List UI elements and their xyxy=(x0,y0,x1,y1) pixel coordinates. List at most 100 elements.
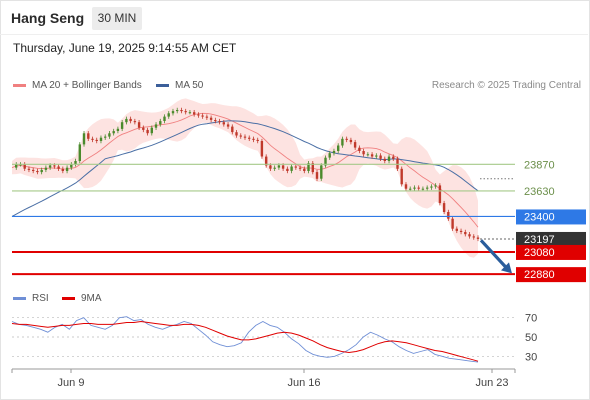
legend-bollinger-label: MA 20 + Bollinger Bands xyxy=(32,80,142,91)
candle-bearish xyxy=(129,118,132,122)
legend-ma50-label: MA 50 xyxy=(175,80,204,91)
candle-bearish xyxy=(214,120,217,122)
candle-bearish xyxy=(252,138,255,140)
candle-bearish xyxy=(256,139,259,141)
candle-bullish xyxy=(171,111,175,114)
pivot-tag xyxy=(516,209,586,225)
resistance-label: 23630 xyxy=(524,186,555,198)
candle-bearish xyxy=(417,187,420,189)
candle-bullish xyxy=(426,187,429,189)
candle-bullish xyxy=(188,112,192,114)
legend-rsi: RSI xyxy=(13,293,49,304)
candle-bullish xyxy=(366,154,370,156)
candle-bearish xyxy=(218,121,221,123)
candle-bullish xyxy=(70,164,73,168)
candle-bearish xyxy=(476,237,480,239)
interval-button[interactable]: 30 MIN xyxy=(92,7,142,30)
candle-bullish xyxy=(154,124,158,128)
candle-bearish xyxy=(209,117,213,120)
candle-bearish xyxy=(201,115,204,117)
candle-bearish xyxy=(32,169,35,171)
rsi-line xyxy=(11,316,479,363)
candle-bearish xyxy=(269,165,272,169)
timestamp-label: Thursday, June 19, 2025 9:14:55 AM CET xyxy=(13,41,237,55)
candle-bearish xyxy=(248,137,251,139)
time-axis-label: Jun 23 xyxy=(475,377,508,389)
pivot-label: 23400 xyxy=(524,211,555,223)
candle-bearish xyxy=(311,163,314,173)
legend-rsi-label: RSI xyxy=(32,293,49,304)
support-label: 23080 xyxy=(524,247,555,259)
legend-rsi-ma-label: 9MA xyxy=(81,293,102,304)
candle-bullish xyxy=(48,165,52,168)
candle-bearish xyxy=(95,139,98,141)
candle-bullish xyxy=(430,186,433,188)
forecast-arrow-head xyxy=(501,262,512,274)
candle-bullish xyxy=(120,122,124,129)
candle-bullish xyxy=(176,110,179,112)
candle-bearish xyxy=(142,127,145,130)
candle-bullish xyxy=(15,164,18,168)
forecast-arrow xyxy=(479,239,508,269)
candle-bearish xyxy=(180,110,183,112)
candle-bearish xyxy=(27,168,31,170)
bollinger-band-area xyxy=(12,98,478,258)
candle-bullish xyxy=(277,165,281,168)
support-tag xyxy=(516,244,586,260)
candle-bearish xyxy=(451,218,454,229)
candle-bullish xyxy=(44,167,48,170)
rsi-tick-label: 30 xyxy=(525,351,537,363)
candle-bearish xyxy=(239,135,242,137)
time-axis-label: Jun 9 xyxy=(58,377,85,389)
candle-bullish xyxy=(328,153,331,158)
rsi-tick-label: 50 xyxy=(525,332,537,344)
candle-bearish xyxy=(281,165,285,169)
candle-bullish xyxy=(78,144,81,161)
candle-bullish xyxy=(421,188,425,190)
candle-bullish xyxy=(65,167,69,171)
candle-bullish xyxy=(409,188,412,190)
support-label: 22880 xyxy=(524,269,555,281)
candle-bearish xyxy=(222,122,225,125)
candle-bullish xyxy=(375,155,378,157)
candle-bullish xyxy=(108,133,111,137)
candle-bullish xyxy=(273,167,276,169)
candle-bearish xyxy=(286,168,289,171)
candle-bearish xyxy=(61,168,64,171)
instrument-title: Hang Seng xyxy=(11,10,85,26)
candle-bearish xyxy=(294,166,297,168)
candle-bearish xyxy=(362,151,365,155)
legend-ma50-swatch xyxy=(156,83,169,87)
candle-bullish xyxy=(332,151,336,154)
rsi-ma-line xyxy=(11,320,479,362)
candle-bullish xyxy=(104,136,107,138)
candle-bearish xyxy=(265,156,268,166)
candle-bullish xyxy=(341,138,344,146)
candle-bearish xyxy=(464,232,467,235)
candle-bullish xyxy=(82,133,86,145)
candle-bearish xyxy=(197,114,200,116)
candle-bearish xyxy=(370,154,374,157)
candle-bearish xyxy=(137,122,141,128)
candle-bullish xyxy=(112,131,115,134)
candle-bearish xyxy=(235,132,238,136)
candle-bearish xyxy=(23,164,26,169)
candle-bearish xyxy=(345,138,348,140)
candle-bearish xyxy=(472,236,475,238)
candle-bearish xyxy=(205,116,209,118)
candle-bearish xyxy=(400,168,403,185)
candle-bearish xyxy=(298,167,302,169)
candle-bearish xyxy=(184,111,187,113)
ma50-line xyxy=(11,120,479,217)
candle-bearish xyxy=(36,171,39,173)
candle-bearish xyxy=(383,158,386,161)
legend-bollinger: MA 20 + Bollinger Bands xyxy=(13,80,142,91)
candle-bearish xyxy=(87,133,90,139)
candle-bearish xyxy=(349,139,353,143)
legend-rsi-swatch xyxy=(13,296,26,300)
candle-bearish xyxy=(53,165,56,167)
candle-bullish xyxy=(413,187,416,189)
candle-bearish xyxy=(379,155,382,159)
legend-rsi-ma-swatch xyxy=(62,296,75,300)
